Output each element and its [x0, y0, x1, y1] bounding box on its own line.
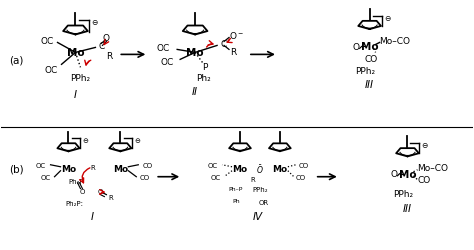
Text: P: P [202, 62, 208, 72]
Text: Mo: Mo [61, 164, 76, 173]
Text: O: O [103, 34, 110, 43]
Text: OC: OC [40, 174, 51, 180]
Text: IV: IV [253, 212, 263, 222]
Text: Mo–CO: Mo–CO [418, 164, 448, 172]
Text: $\bar{O}$: $\bar{O}$ [256, 163, 264, 175]
Text: Ph₂: Ph₂ [196, 74, 210, 82]
Text: C: C [99, 42, 105, 51]
Text: OC: OC [208, 162, 218, 168]
Text: PPh₂: PPh₂ [252, 186, 268, 192]
Text: OC: OC [211, 174, 221, 180]
Text: R: R [230, 48, 236, 57]
Text: OC: OC [45, 66, 58, 74]
Text: Mo: Mo [113, 164, 128, 173]
Text: O: O [229, 32, 237, 41]
Text: Ph₂P:: Ph₂P: [65, 200, 83, 206]
Text: III: III [403, 203, 412, 213]
Text: Ph: Ph [232, 198, 240, 203]
Text: OC: OC [161, 58, 174, 66]
Text: PPh₂: PPh₂ [71, 74, 91, 82]
Text: O: O [390, 170, 397, 178]
Text: Mo: Mo [272, 164, 287, 173]
Text: R: R [90, 164, 95, 170]
Text: CO: CO [299, 162, 309, 168]
Text: PPh₂: PPh₂ [393, 189, 414, 198]
Text: CO: CO [139, 174, 149, 180]
Text: Mo–CO: Mo–CO [380, 37, 410, 46]
Text: PPh₂: PPh₂ [356, 66, 376, 76]
Text: C: C [220, 40, 226, 49]
Text: Ph–P: Ph–P [229, 186, 243, 192]
Text: III: III [365, 80, 374, 90]
Text: OC: OC [36, 162, 46, 168]
Text: Mo: Mo [361, 42, 378, 52]
Text: $\ominus$: $\ominus$ [134, 136, 142, 144]
Text: CO: CO [365, 55, 378, 64]
Text: $\ominus$: $\ominus$ [91, 18, 99, 26]
Text: (a): (a) [9, 55, 23, 65]
Text: II: II [192, 87, 198, 97]
Text: $\ominus$: $\ominus$ [82, 136, 90, 144]
Text: OC: OC [41, 37, 54, 46]
Text: Mo: Mo [186, 48, 204, 58]
Text: O: O [80, 188, 85, 194]
Text: $\ominus$: $\ominus$ [383, 14, 391, 22]
Text: R: R [251, 176, 255, 182]
Text: OC: OC [156, 44, 170, 53]
Text: OR: OR [259, 199, 269, 205]
Text: $^{-}$: $^{-}$ [237, 30, 243, 39]
Text: I: I [91, 212, 94, 222]
Text: Ph₂P: Ph₂P [69, 178, 84, 184]
Text: R: R [106, 52, 112, 61]
Text: Mo: Mo [399, 169, 416, 179]
Text: CO: CO [296, 174, 306, 180]
Text: O: O [98, 188, 103, 194]
Text: CO: CO [418, 176, 431, 184]
Text: Mo: Mo [67, 48, 84, 58]
Text: $\ominus$: $\ominus$ [421, 140, 429, 149]
Text: CO: CO [142, 162, 152, 168]
Text: O: O [352, 43, 359, 52]
Text: R: R [108, 194, 113, 200]
Text: (b): (b) [9, 164, 23, 174]
Text: I: I [74, 90, 77, 100]
Text: Mo: Mo [232, 164, 247, 173]
